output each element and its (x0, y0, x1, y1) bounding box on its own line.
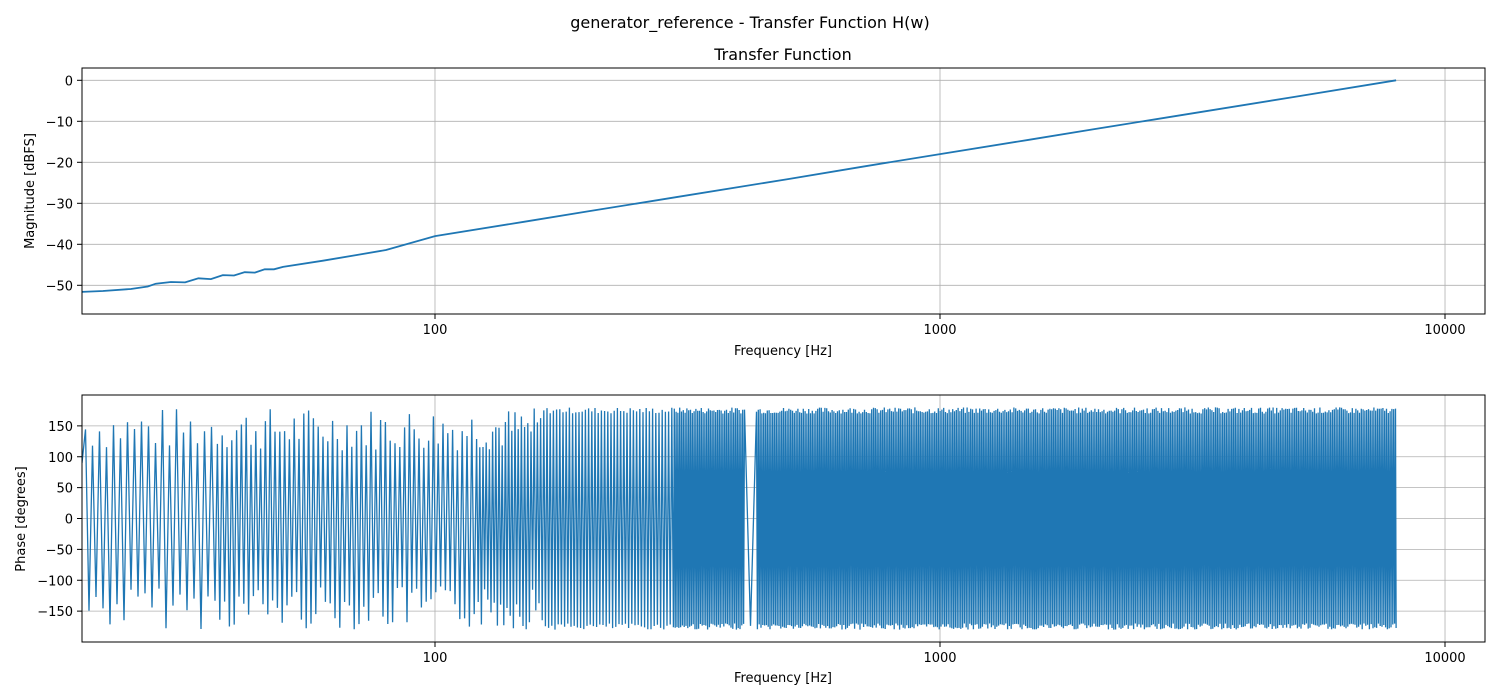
magnitude-y-tick-label: −40 (46, 238, 73, 253)
magnitude-series-line (81, 79, 1397, 293)
phase-x-tick-label: 100 (423, 651, 448, 666)
phase-x-ticks: 100 1000 10000 (423, 642, 1466, 666)
figure-suptitle: generator_reference - Transfer Function … (570, 13, 930, 33)
magnitude-y-tick-label: −30 (46, 197, 73, 212)
phase-y-tick-label: −150 (37, 605, 73, 620)
magnitude-title: Transfer Function (713, 45, 851, 64)
magnitude-x-label: Frequency [Hz] (734, 344, 832, 359)
magnitude-x-tick-label: 1000 (923, 323, 956, 338)
phase-y-tick-label: −100 (37, 574, 73, 589)
phase-subplot: 100 1000 10000 150 100 50 0 −50 −100 −150 Freque… (14, 394, 1486, 686)
phase-y-tick-label: 150 (48, 420, 73, 435)
phase-x-tick-label: 1000 (923, 651, 956, 666)
phase-y-tick-label: 0 (65, 513, 73, 528)
magnitude-y-tick-label: −50 (46, 279, 73, 294)
phase-y-tick-label: 100 (48, 451, 73, 466)
phase-x-tick-label: 10000 (1424, 651, 1465, 666)
phase-y-tick-label: −50 (46, 543, 73, 558)
magnitude-y-ticks: 0 −10 −20 −30 −40 −50 (46, 74, 82, 294)
phase-x-label: Frequency [Hz] (734, 671, 832, 686)
phase-y-tick-label: 50 (56, 482, 73, 497)
magnitude-y-tick-label: 0 (65, 74, 73, 89)
magnitude-x-ticks: 100 1000 10000 (423, 314, 1466, 338)
magnitude-grid (82, 68, 1485, 314)
magnitude-subplot: Transfer Function 100 1000 10000 0 −10 −20 −3… (23, 45, 1486, 359)
magnitude-x-tick-label: 10000 (1424, 323, 1465, 338)
magnitude-x-tick-label: 100 (423, 323, 448, 338)
magnitude-y-tick-label: −20 (46, 156, 73, 171)
phase-y-ticks: 150 100 50 0 −50 −100 −150 (37, 420, 82, 620)
magnitude-y-label: Magnitude [dBFS] (23, 133, 38, 249)
magnitude-axes-frame (81, 67, 1486, 315)
phase-series-line (82, 407, 1397, 630)
magnitude-y-tick-label: −10 (46, 115, 73, 130)
phase-y-label: Phase [degrees] (14, 466, 29, 571)
